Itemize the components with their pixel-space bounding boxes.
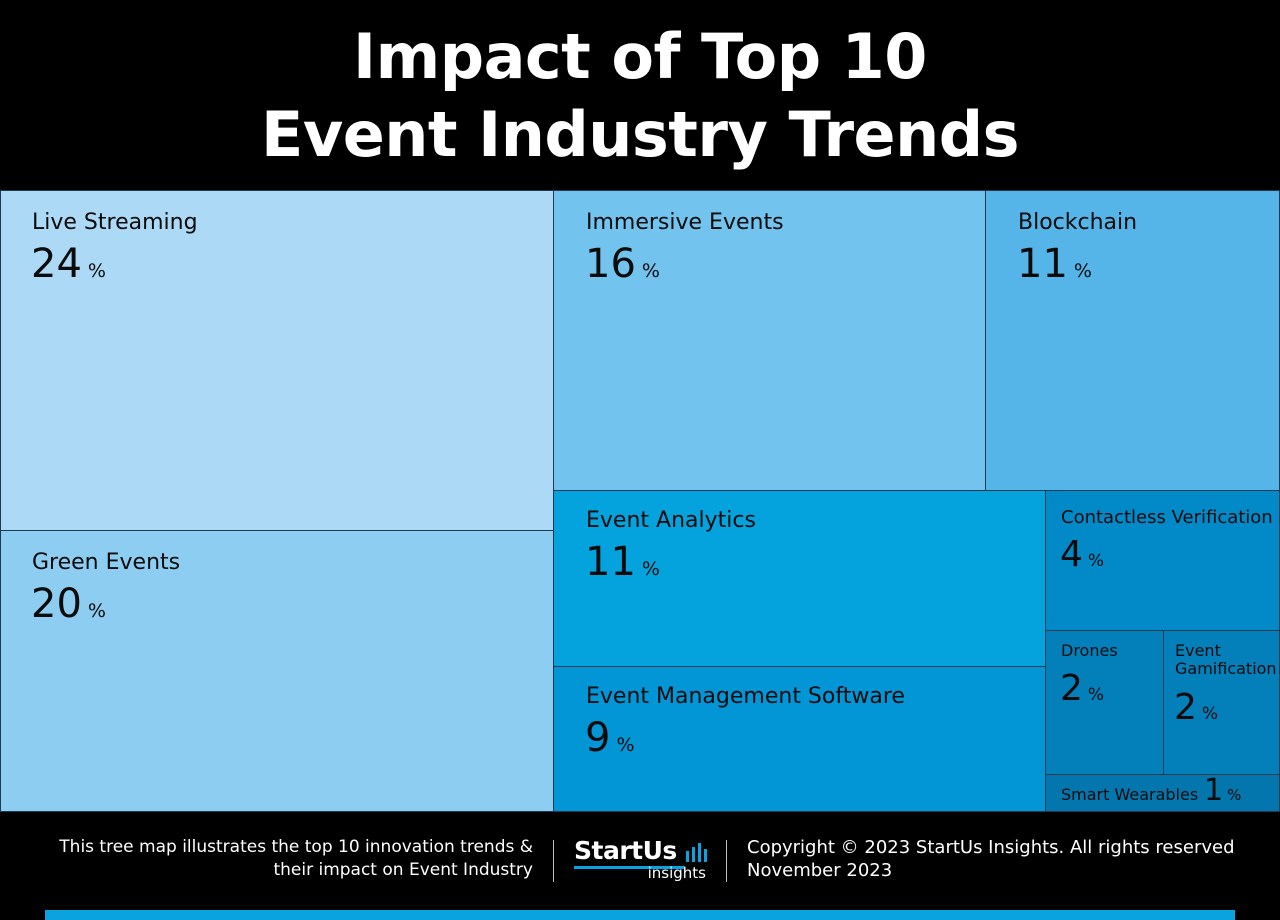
treemap-value-unit: %	[1087, 685, 1105, 705]
logo-sub-text: insights	[647, 864, 706, 882]
footer-copyright: Copyright © 2023 StartUs Insights. All r…	[747, 837, 1235, 858]
treemap-tile-event-management-software: Event Management Software 9%	[553, 666, 1046, 812]
treemap-value-number: 4	[1060, 534, 1083, 575]
logo-underline-icon	[574, 866, 684, 869]
treemap-label: Event Gamification	[1175, 641, 1277, 679]
treemap-value-number: 11	[1017, 241, 1068, 287]
chart-title-line1: Impact of Top 10	[353, 20, 927, 93]
treemap-value-unit: %	[1073, 260, 1092, 282]
footer-divider-left	[553, 840, 554, 882]
treemap-label: Drones	[1061, 641, 1118, 660]
treemap-value-number: 1	[1204, 774, 1224, 808]
treemap-label: Blockchain	[1018, 210, 1138, 235]
treemap-value: 1%	[1204, 774, 1242, 808]
footer-divider-right	[726, 840, 727, 882]
treemap-value-unit: %	[1227, 786, 1242, 804]
treemap-tile-contactless-verification: Contactless Verification 4%	[1045, 490, 1280, 631]
treemap-value: 9%	[585, 715, 635, 761]
bottom-accent-bar	[45, 910, 1235, 920]
logo-brand-text: StartUs	[574, 836, 677, 865]
startus-insights-logo: StartUs insights	[574, 836, 708, 884]
treemap-value: 4%	[1060, 534, 1104, 575]
treemap-value-unit: %	[641, 260, 660, 282]
treemap-value: 11%	[1017, 241, 1092, 287]
footer-description-line2: their impact on Event Industry	[273, 860, 533, 880]
treemap-value: 16%	[585, 241, 660, 287]
treemap-tile-green-events: Green Events 20%	[0, 530, 554, 812]
treemap-tile-drones: Drones 2%	[1045, 630, 1164, 775]
footer-copyright-block: Copyright © 2023 StartUs Insights. All r…	[747, 836, 1235, 882]
treemap-label: Live Streaming	[32, 210, 198, 235]
treemap-tile-event-analytics: Event Analytics 11%	[553, 490, 1046, 667]
footer-description: This tree map illustrates the top 10 inn…	[59, 836, 533, 882]
treemap-label: Green Events	[32, 550, 181, 575]
treemap-value-number: 20	[31, 581, 82, 627]
treemap-value-number: 16	[585, 241, 636, 287]
treemap-value: 20%	[31, 581, 106, 627]
treemap-tile-live-streaming: Live Streaming 24%	[0, 190, 554, 531]
footer-date: November 2023	[747, 860, 893, 881]
footer-description-line1: This tree map illustrates the top 10 inn…	[59, 837, 533, 857]
treemap-label: Event Analytics	[586, 508, 756, 533]
treemap-value-unit: %	[87, 260, 106, 282]
treemap-tile-immersive-events: Immersive Events 16%	[553, 190, 986, 491]
treemap-value-unit: %	[616, 734, 635, 756]
treemap: Live Streaming 24% Green Events 20% Immersiv…	[0, 190, 1280, 812]
treemap-value-unit: %	[87, 600, 106, 622]
logo-bars-icon	[686, 843, 707, 862]
treemap-value: 2%	[1174, 687, 1218, 728]
treemap-value-number: 2	[1060, 668, 1083, 709]
treemap-label: Contactless Verification	[1061, 507, 1273, 528]
treemap-value-number: 2	[1174, 687, 1197, 728]
treemap-tile-event-gamification: Event Gamification 2%	[1163, 630, 1280, 775]
treemap-tile-blockchain: Blockchain 11%	[985, 190, 1280, 491]
treemap-label: Immersive Events	[586, 210, 784, 235]
treemap-value-unit: %	[641, 558, 660, 580]
chart-title-line2: Event Industry Trends	[260, 98, 1020, 171]
treemap-label: Smart Wearables	[1061, 785, 1199, 804]
treemap-value: 11%	[585, 539, 660, 585]
treemap-value-unit: %	[1201, 704, 1219, 724]
treemap-value-number: 9	[585, 715, 611, 761]
treemap-value-number: 24	[31, 241, 82, 287]
treemap-value: 24%	[31, 241, 106, 287]
treemap-label: Event Management Software	[586, 684, 905, 709]
treemap-tile-smart-wearables: Smart Wearables 1%	[1045, 774, 1280, 812]
treemap-value-unit: %	[1087, 551, 1105, 571]
chart-title: Impact of Top 10 Event Industry Trends	[0, 18, 1280, 174]
treemap-value-number: 11	[585, 539, 636, 585]
treemap-value: 2%	[1060, 668, 1104, 709]
